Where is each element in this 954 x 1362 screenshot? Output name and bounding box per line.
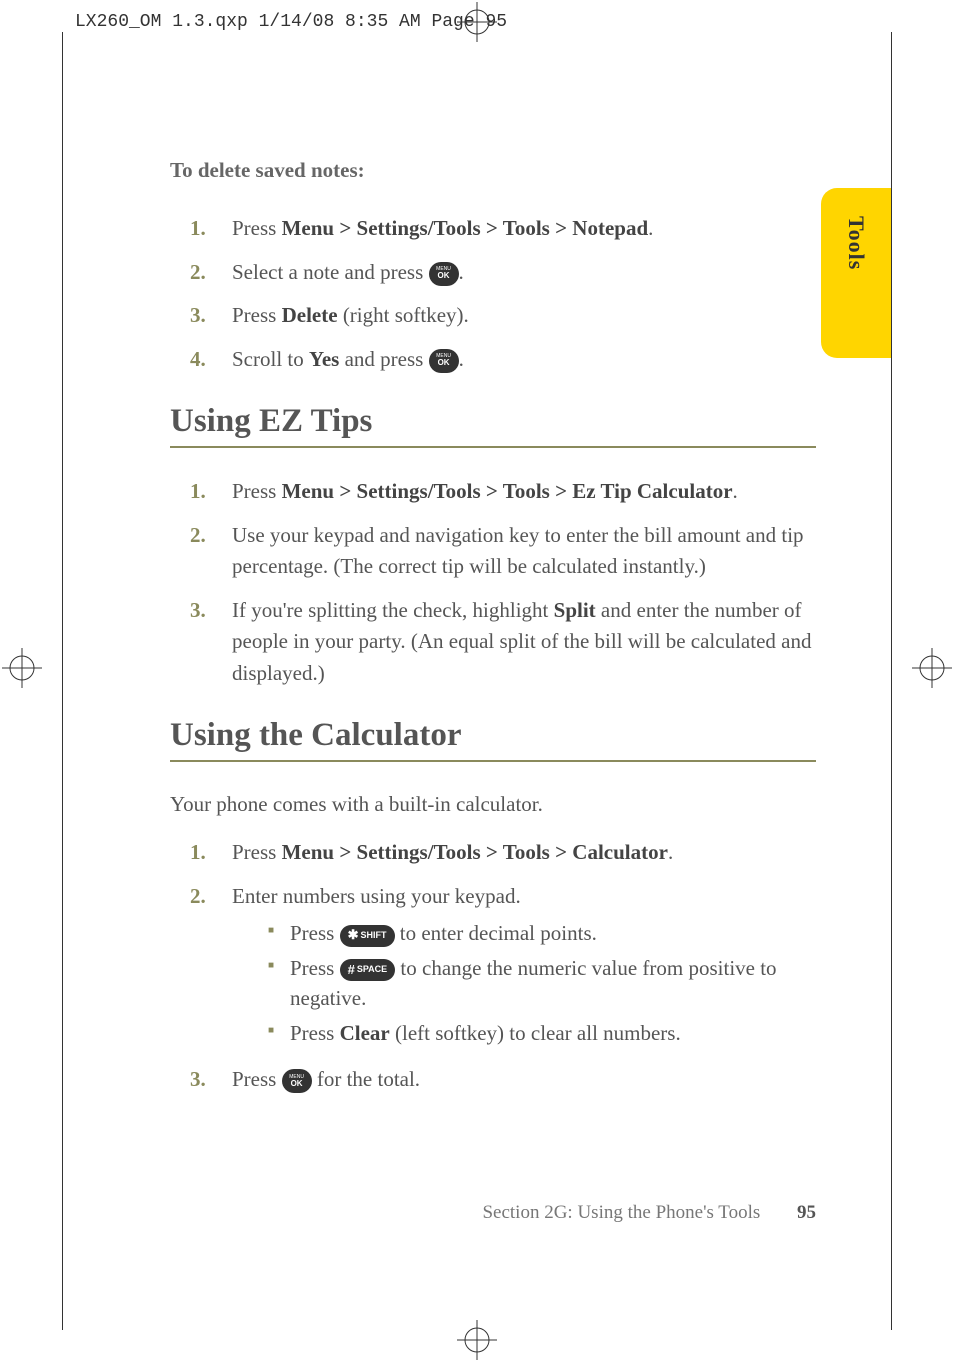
step-text: Scroll to Yes and press MENUOK.: [232, 344, 816, 376]
ez-tips-steps: 1.Press Menu > Settings/Tools > Tools > …: [170, 476, 816, 689]
step-number: 2.: [190, 520, 232, 583]
step-text: Use your keypad and navigation key to en…: [232, 520, 816, 583]
step-number: 2.: [190, 881, 232, 1052]
step-text: Press Menu > Settings/Tools > Tools > Ca…: [232, 837, 816, 869]
sub-item: Press Clear (left softkey) to clear all …: [268, 1018, 816, 1048]
registration-mark-right: [912, 648, 952, 688]
step-text: Press MENUOK for the total.: [232, 1064, 816, 1096]
step-item: 2.Enter numbers using your keypad.Press …: [190, 881, 816, 1052]
step-text: Press Menu > Settings/Tools > Tools > Ez…: [232, 476, 816, 508]
step-number: 4.: [190, 344, 232, 376]
sub-list: Press ✱SHIFT to enter decimal points. Pre…: [232, 918, 816, 1048]
prepress-header: LX260_OM 1.3.qxp 1/14/08 8:35 AM Page 95: [75, 12, 507, 32]
step-text: Select a note and press MENUOK.: [232, 257, 816, 289]
step-item: 2.Use your keypad and navigation key to …: [190, 520, 816, 583]
calculator-body: Your phone comes with a built-in calcula…: [170, 790, 816, 819]
delete-notes-steps: 1.Press Menu > Settings/Tools > Tools > …: [170, 213, 816, 375]
registration-mark-bottom: [457, 1320, 497, 1360]
registration-mark-left: [2, 648, 42, 688]
step-text: Enter numbers using your keypad.Press ✱S…: [232, 881, 816, 1052]
step-text: Press Delete (right softkey).: [232, 300, 816, 332]
page-footer: Section 2G: Using the Phone's Tools 95: [482, 1202, 816, 1224]
menu-ok-icon: MENUOK: [282, 1069, 312, 1093]
step-number: 1.: [190, 213, 232, 245]
step-item: 2.Select a note and press MENUOK.: [190, 257, 816, 289]
step-number: 3.: [190, 1064, 232, 1096]
step-item: 1.Press Menu > Settings/Tools > Tools > …: [190, 213, 816, 245]
step-item: 4.Scroll to Yes and press MENUOK.: [190, 344, 816, 376]
crop-line-left: [62, 32, 63, 1330]
step-number: 3.: [190, 300, 232, 332]
step-item: 3.Press MENUOK for the total.: [190, 1064, 816, 1096]
step-number: 3.: [190, 595, 232, 690]
delete-notes-subtitle: To delete saved notes:: [170, 158, 816, 183]
footer-section: Section 2G: Using the Phone's Tools: [482, 1202, 760, 1223]
calculator-steps: 1.Press Menu > Settings/Tools > Tools > …: [170, 837, 816, 1095]
registration-mark-top: [457, 2, 497, 42]
sub-item: Press #SPACE to change the numeric value…: [268, 953, 816, 1014]
step-number: 1.: [190, 476, 232, 508]
step-item: 1.Press Menu > Settings/Tools > Tools > …: [190, 837, 816, 869]
key-icon: #SPACE: [340, 959, 396, 981]
heading-ez-tips: Using EZ Tips: [170, 403, 816, 448]
menu-ok-icon: MENUOK: [429, 262, 459, 286]
heading-calculator: Using the Calculator: [170, 717, 816, 762]
sidebar-tab: Tools: [821, 188, 891, 358]
menu-ok-icon: MENUOK: [429, 349, 459, 373]
key-icon: ✱SHIFT: [340, 925, 395, 947]
step-item: 3.If you're splitting the check, highlig…: [190, 595, 816, 690]
step-text: Press Menu > Settings/Tools > Tools > No…: [232, 213, 816, 245]
sub-item: Press ✱SHIFT to enter decimal points.: [268, 918, 816, 948]
crop-line-right: [891, 32, 892, 1330]
step-item: 1.Press Menu > Settings/Tools > Tools > …: [190, 476, 816, 508]
step-item: 3.Press Delete (right softkey).: [190, 300, 816, 332]
footer-page-number: 95: [797, 1202, 816, 1223]
step-number: 1.: [190, 837, 232, 869]
step-number: 2.: [190, 257, 232, 289]
sidebar-tab-label: Tools: [843, 216, 869, 270]
page-content: To delete saved notes: 1.Press Menu > Se…: [170, 158, 816, 1124]
step-text: If you're splitting the check, highlight…: [232, 595, 816, 690]
